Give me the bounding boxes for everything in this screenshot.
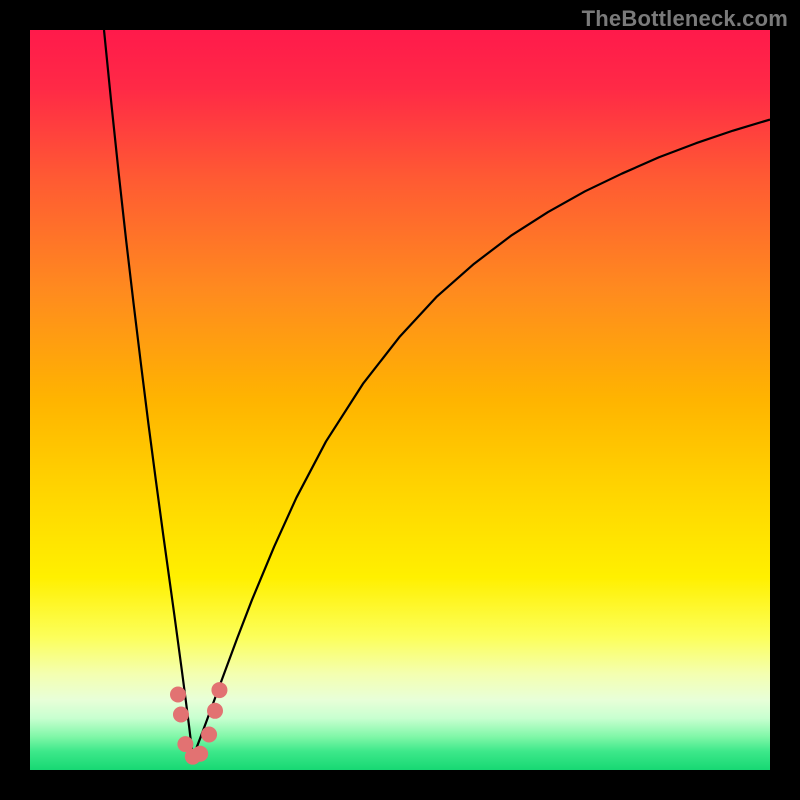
marker-point xyxy=(207,703,223,719)
marker-point xyxy=(201,726,217,742)
plot-area xyxy=(30,30,770,770)
marker-point xyxy=(211,682,227,698)
chart-frame: TheBottleneck.com xyxy=(0,0,800,800)
curve-markers xyxy=(170,682,227,765)
marker-point xyxy=(192,746,208,762)
bottleneck-curve xyxy=(30,30,770,770)
curve-path xyxy=(104,30,770,757)
watermark-text: TheBottleneck.com xyxy=(582,6,788,32)
marker-point xyxy=(170,687,186,703)
marker-point xyxy=(173,707,189,723)
